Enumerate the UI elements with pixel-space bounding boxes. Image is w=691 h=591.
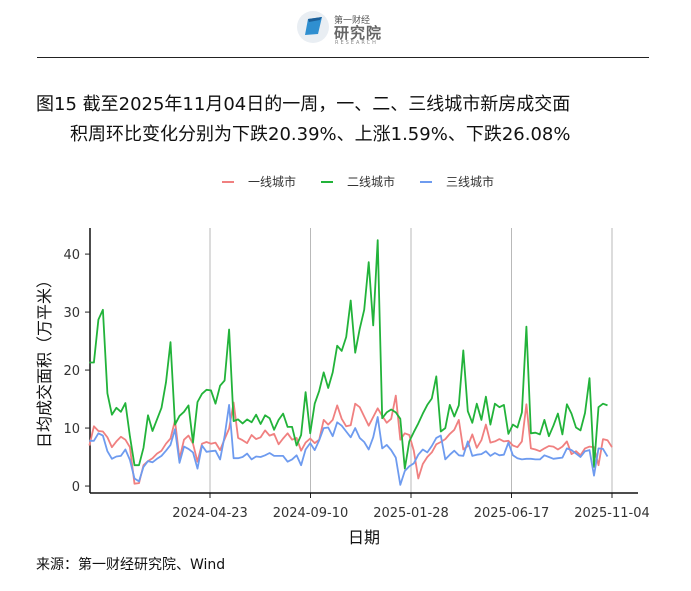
y-tick-label: 20	[63, 364, 80, 379]
x-tick-label: 2025-06-17	[474, 506, 550, 521]
chart-series	[88, 239, 613, 486]
x-tick-label: 2024-09-10	[273, 506, 349, 521]
research-institute-logo: 第一财经 研究院 RESEARCH	[296, 8, 406, 48]
series-line-1	[88, 394, 613, 485]
logo-top-text: 第一财经	[334, 16, 371, 26]
series-line-3	[89, 403, 609, 486]
legend-label-2: 二线城市	[347, 174, 395, 189]
x-tick-label: 2025-01-28	[373, 506, 449, 521]
source-note: 来源：第一财经研究院、Wind	[36, 557, 226, 573]
y-tick-label: 40	[63, 248, 80, 263]
y-tick-label: 0	[72, 480, 80, 495]
y-tick-label: 30	[63, 306, 80, 321]
logo-emblem-icon	[297, 11, 329, 43]
chart-legend: 一线城市 二线城市 三线城市	[222, 174, 494, 189]
logo-main-text: 研究院	[334, 24, 383, 42]
x-axis-title: 日期	[348, 528, 380, 547]
x-tick-label: 2024-04-23	[172, 506, 248, 521]
figure-title-line2: 积周环比变化分别为下跌20.39%、上涨1.59%、下跌26.08%	[70, 124, 571, 145]
legend-label-3: 三线城市	[446, 174, 494, 189]
chart-axes: 2024-04-23 2024-09-10 2025-01-28 2025-06-17…	[63, 228, 650, 521]
figure-title: 图15 截至2025年11月04日的一周，一、二、三线城市新房成交面 积周环比变…	[36, 90, 656, 150]
figure-title-line1: 图15 截至2025年11月04日的一周，一、二、三线城市新房成交面	[36, 94, 571, 115]
y-axis-title: 日均成交面积（万平米）	[35, 272, 54, 448]
legend-label-1: 一线城市	[248, 174, 296, 189]
x-tick-label: 2025-11-04	[574, 506, 650, 521]
line-chart: 一线城市 二线城市 三线城市 2024-04-23 2024-09-10 2025-01…	[35, 174, 650, 547]
header-divider	[37, 57, 649, 58]
logo-sub-text: RESEARCH	[335, 40, 378, 46]
series-line-2	[89, 239, 608, 470]
y-tick-label: 10	[63, 422, 80, 437]
